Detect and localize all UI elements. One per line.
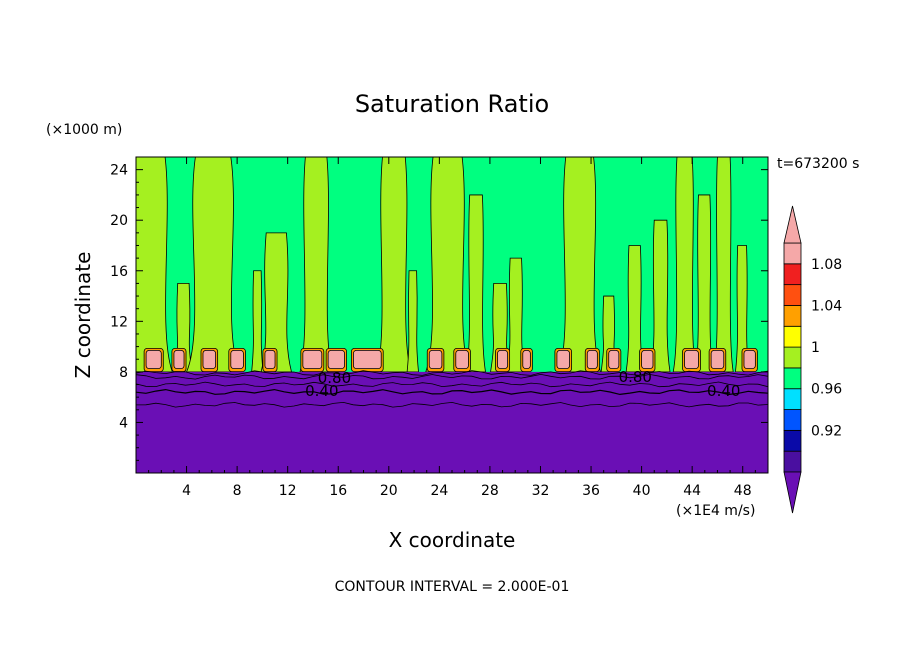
contour-line	[136, 388, 768, 396]
supersaturation-cap	[497, 349, 509, 370]
x-tick-label: 36	[582, 483, 600, 499]
contour-label: 0.40	[707, 382, 740, 400]
y-axis-ticks: 4 8 12 16 20 24	[110, 163, 768, 461]
colorbar-segment	[783, 450, 802, 473]
x-tick-label: 40	[633, 483, 651, 499]
colorbar-label: 0.96	[811, 382, 842, 398]
plume-region	[713, 157, 734, 373]
plume-region	[695, 194, 714, 373]
colorbar-over-arrow	[783, 205, 802, 244]
x-unit-label: (×1E4 m/s)	[676, 503, 755, 519]
plume-region	[672, 157, 697, 373]
x-tick-label: 12	[279, 483, 297, 499]
supersaturation-cap	[428, 349, 443, 370]
y-tick-label: 16	[110, 264, 128, 280]
y-tick-label: 20	[110, 213, 128, 229]
supersaturation-cap	[608, 349, 620, 370]
colorbar-segment	[783, 325, 802, 348]
plot-area: 0.800.400.800.40 4 8 12 16 20 24 28 32 36 40 44 48 …	[110, 156, 769, 499]
y-tick-label: 12	[110, 314, 128, 330]
contour-interval-footer: CONTOUR INTERVAL = 2.000E-01	[335, 579, 570, 595]
supersaturation-cap	[353, 349, 382, 370]
colorbar-segment	[783, 305, 802, 327]
plume-region	[558, 157, 602, 373]
supersaturation-cap	[556, 349, 570, 370]
supersaturation-cap	[173, 349, 185, 370]
y-tick-label: 24	[110, 163, 128, 179]
colorbar-segment	[783, 367, 802, 390]
contour-line	[136, 373, 768, 380]
x-tick-label: 4	[182, 483, 191, 499]
colorbar-label: 1.04	[811, 298, 842, 314]
supersaturation-caps	[143, 347, 758, 373]
x-tick-label: 8	[233, 483, 242, 499]
contour-lines	[136, 370, 768, 408]
x-axis-title: X coordinate	[389, 528, 516, 552]
colorbar-segment	[783, 429, 802, 452]
supersaturation-cap	[202, 349, 217, 370]
supersaturation-cap	[710, 349, 725, 370]
supersaturation-cap	[641, 349, 654, 370]
supersaturation-cap	[264, 349, 276, 370]
contour-line	[136, 401, 768, 408]
supersaturation-cap	[684, 349, 699, 370]
colorbar: 0.92 0.96 1 1.04 1.08	[783, 205, 842, 514]
colorbar-segment	[783, 388, 802, 410]
plume-region	[251, 270, 264, 373]
plume-regions	[136, 157, 750, 373]
supersaturation-cap	[522, 349, 531, 370]
colorbar-label: 1	[811, 340, 820, 356]
colorbar-segment	[783, 409, 802, 431]
x-tick-label: 24	[430, 483, 448, 499]
chart-title: Saturation Ratio	[355, 90, 549, 118]
plume-region	[506, 257, 525, 373]
x-tick-label: 20	[380, 483, 398, 499]
contour-labels: 0.800.400.800.40	[305, 368, 740, 400]
contour-line	[136, 370, 768, 376]
time-label: t=673200 s	[777, 156, 859, 172]
contour-line	[136, 381, 768, 388]
y-axis-title: Z coordinate	[71, 252, 95, 379]
y-unit-label: (×1000 m)	[46, 122, 122, 138]
supersaturation-cap	[145, 349, 162, 370]
y-tick-label: 8	[119, 365, 128, 381]
plume-region	[376, 157, 412, 373]
plume-region	[136, 157, 173, 373]
colorbar-segment	[783, 263, 802, 286]
plume-region	[406, 270, 419, 373]
plume-region	[466, 194, 486, 373]
plume-region	[625, 245, 644, 373]
plume-region	[185, 157, 241, 373]
supersaturation-cap	[455, 349, 469, 370]
supersaturation-cap	[586, 349, 598, 370]
colorbar-segment	[783, 284, 802, 306]
contour-label: 0.40	[305, 382, 338, 400]
colorbar-label: 1.08	[811, 257, 842, 273]
plume-region	[425, 157, 470, 373]
colorbar-under-arrow	[783, 471, 802, 514]
colorbar-label: 0.92	[811, 423, 842, 439]
lower-dry-region	[136, 371, 768, 473]
supersaturation-cap	[302, 349, 323, 370]
x-axis-ticks: 4 8 12 16 20 24 28 32 36 40 44 48	[148, 157, 756, 499]
plume-region	[260, 232, 292, 373]
x-tick-label: 28	[481, 483, 499, 499]
contour-label: 0.80	[318, 369, 351, 387]
x-tick-label: 16	[329, 483, 347, 499]
colorbar-segment	[783, 346, 802, 369]
plume-region	[735, 245, 750, 373]
x-tick-label: 32	[532, 483, 550, 499]
colorbar-segment	[783, 242, 802, 265]
supersaturation-cap	[743, 349, 756, 370]
x-tick-label: 48	[734, 483, 752, 499]
plume-region	[650, 219, 671, 373]
x-tick-label: 44	[683, 483, 701, 499]
supersaturation-cap	[327, 349, 345, 370]
y-tick-label: 4	[119, 415, 128, 431]
plume-region	[299, 157, 333, 373]
contour-label: 0.80	[619, 368, 652, 386]
supersaturation-cap	[230, 349, 244, 370]
